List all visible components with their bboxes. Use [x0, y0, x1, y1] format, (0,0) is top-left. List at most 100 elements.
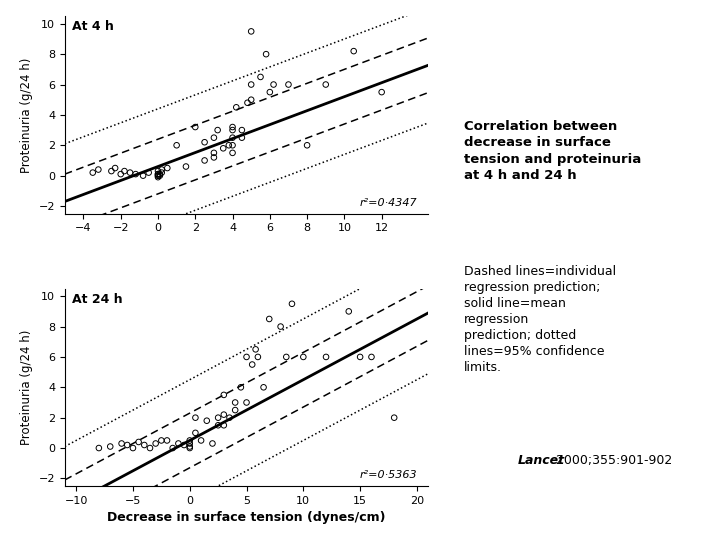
- Text: At 24 h: At 24 h: [72, 293, 122, 306]
- Point: [275, 322, 287, 331]
- Point: [207, 439, 218, 448]
- Point: [184, 439, 196, 448]
- Point: [184, 436, 196, 445]
- Point: [212, 413, 224, 422]
- Text: r²=0·4347: r²=0·4347: [360, 198, 418, 208]
- Text: Dashed lines=individual
regression prediction;
solid line=mean
regression
predic: Dashed lines=individual regression predi…: [464, 265, 616, 374]
- Point: [264, 315, 275, 323]
- Point: [93, 444, 104, 453]
- Text: Correlation between
decrease in surface
tension and proteinuria
at 4 h and 24 h: Correlation between decrease in surface …: [464, 119, 641, 182]
- Point: [230, 398, 241, 407]
- Point: [223, 141, 235, 150]
- Point: [201, 416, 212, 425]
- Point: [212, 126, 223, 134]
- Point: [217, 144, 229, 153]
- Point: [156, 168, 168, 177]
- Point: [208, 133, 220, 142]
- Point: [236, 133, 248, 142]
- Point: [109, 164, 121, 172]
- Point: [218, 421, 230, 430]
- Point: [218, 410, 230, 419]
- Point: [227, 123, 238, 131]
- Point: [184, 444, 196, 453]
- Point: [320, 80, 331, 89]
- Point: [250, 345, 261, 354]
- Point: [366, 353, 377, 361]
- Point: [138, 171, 149, 180]
- Point: [167, 444, 179, 453]
- Point: [93, 165, 104, 174]
- Point: [189, 413, 201, 422]
- Point: [179, 441, 190, 449]
- Point: [116, 439, 127, 448]
- Point: [320, 353, 332, 361]
- Point: [173, 439, 184, 448]
- Point: [240, 353, 252, 361]
- Point: [287, 300, 298, 308]
- Point: [156, 436, 167, 445]
- Point: [227, 148, 238, 157]
- Point: [230, 103, 242, 112]
- Point: [130, 170, 141, 178]
- Point: [138, 441, 150, 449]
- Point: [152, 170, 163, 178]
- Point: [230, 406, 241, 414]
- Point: [189, 429, 201, 437]
- Point: [199, 138, 210, 146]
- Point: [152, 171, 163, 180]
- Point: [235, 383, 247, 391]
- Point: [106, 167, 117, 176]
- Text: 2000;355:901-902: 2000;355:901-902: [552, 454, 672, 467]
- Point: [152, 170, 163, 178]
- Point: [154, 170, 166, 178]
- Y-axis label: Proteinuria (g/24 h): Proteinuria (g/24 h): [20, 57, 33, 173]
- Point: [171, 141, 182, 150]
- Point: [143, 168, 154, 177]
- Point: [236, 126, 248, 134]
- Point: [261, 50, 272, 58]
- Point: [208, 153, 220, 162]
- Point: [189, 123, 201, 131]
- Text: r²=0·5363: r²=0·5363: [360, 470, 418, 480]
- Point: [184, 442, 196, 451]
- Text: Lancet: Lancet: [518, 454, 565, 467]
- Point: [348, 47, 359, 56]
- Point: [227, 141, 238, 150]
- Point: [246, 80, 257, 89]
- Point: [255, 72, 266, 81]
- Point: [227, 133, 238, 142]
- Point: [115, 170, 127, 178]
- Point: [119, 167, 130, 176]
- Point: [343, 307, 354, 316]
- Point: [212, 421, 224, 430]
- Text: At 4 h: At 4 h: [72, 20, 114, 33]
- Point: [208, 148, 220, 157]
- Point: [240, 398, 252, 407]
- Point: [354, 353, 366, 361]
- Point: [180, 162, 192, 171]
- Point: [104, 442, 116, 451]
- Point: [302, 141, 313, 150]
- Point: [133, 437, 145, 446]
- Point: [199, 156, 210, 165]
- Point: [152, 167, 163, 176]
- Point: [161, 164, 173, 172]
- Point: [227, 126, 238, 134]
- Point: [246, 360, 258, 369]
- Point: [144, 444, 156, 453]
- Point: [125, 168, 136, 177]
- Point: [127, 444, 139, 453]
- Point: [268, 80, 279, 89]
- Y-axis label: Proteinuria (g/24 h): Proteinuria (g/24 h): [20, 329, 33, 445]
- Point: [258, 383, 269, 391]
- Point: [388, 413, 400, 422]
- Point: [242, 98, 253, 107]
- Point: [264, 88, 276, 97]
- Point: [218, 390, 230, 399]
- Point: [281, 353, 292, 361]
- Point: [152, 171, 163, 180]
- Point: [297, 353, 309, 361]
- Point: [224, 413, 235, 422]
- Point: [161, 436, 173, 445]
- Point: [283, 80, 294, 89]
